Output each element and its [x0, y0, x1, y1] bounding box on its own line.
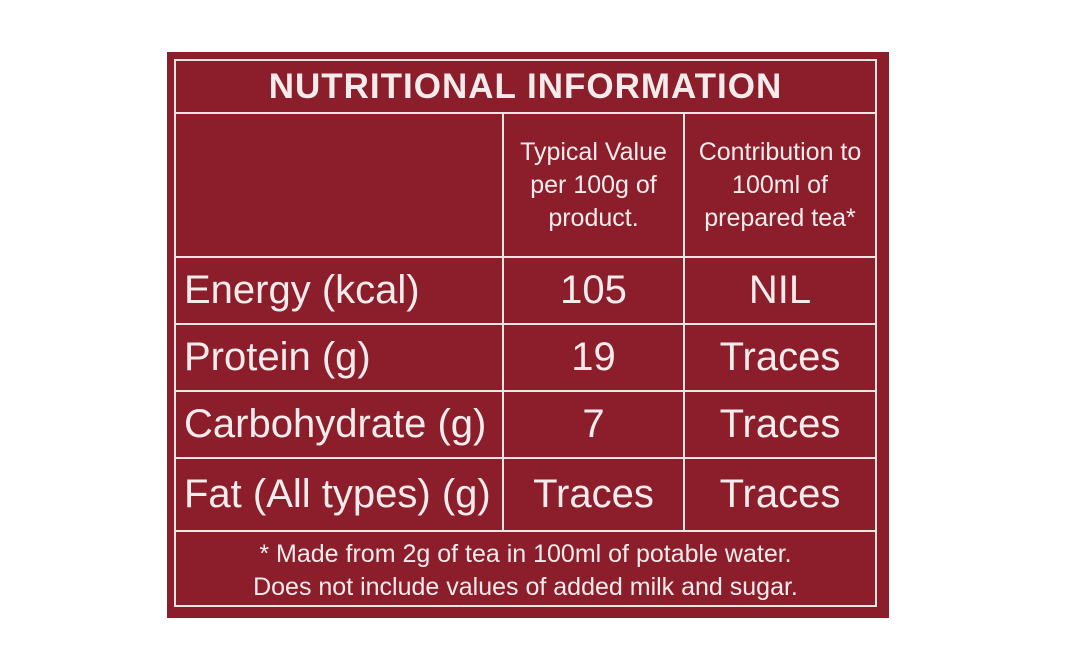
nutrition-label-panel: NUTRITIONAL INFORMATION Typical Value pe… — [167, 52, 889, 618]
label-title: NUTRITIONAL INFORMATION — [176, 61, 875, 114]
header-per-100ml: Contribution to 100ml of prepared tea* — [685, 114, 875, 258]
header-per-100g: Typical Value per 100g of product. — [504, 114, 685, 258]
table-cell-per-100g: 7 — [504, 392, 685, 459]
table-cell-per-100ml: Traces — [685, 459, 875, 532]
table-row-label: Energy (kcal) — [176, 258, 504, 325]
table-cell-per-100g: Traces — [504, 459, 685, 532]
table-cell-per-100ml: Traces — [685, 325, 875, 392]
table-cell-per-100ml: Traces — [685, 392, 875, 459]
nutrition-table: Typical Value per 100g of product. Contr… — [176, 114, 875, 532]
table-row-label: Protein (g) — [176, 325, 504, 392]
header-blank-cell — [176, 114, 504, 258]
footnote: * Made from 2g of tea in 100ml of potabl… — [176, 532, 875, 607]
nutrition-table-frame: NUTRITIONAL INFORMATION Typical Value pe… — [174, 59, 877, 607]
footnote-line: Does not include values of added milk an… — [253, 573, 798, 601]
table-cell-per-100ml: NIL — [685, 258, 875, 325]
table-cell-per-100g: 105 — [504, 258, 685, 325]
table-row-label: Fat (All types) (g) — [176, 459, 504, 532]
footnote-line: * Made from 2g of tea in 100ml of potabl… — [259, 540, 792, 568]
table-cell-per-100g: 19 — [504, 325, 685, 392]
table-row-label: Carbohydrate (g) — [176, 392, 504, 459]
